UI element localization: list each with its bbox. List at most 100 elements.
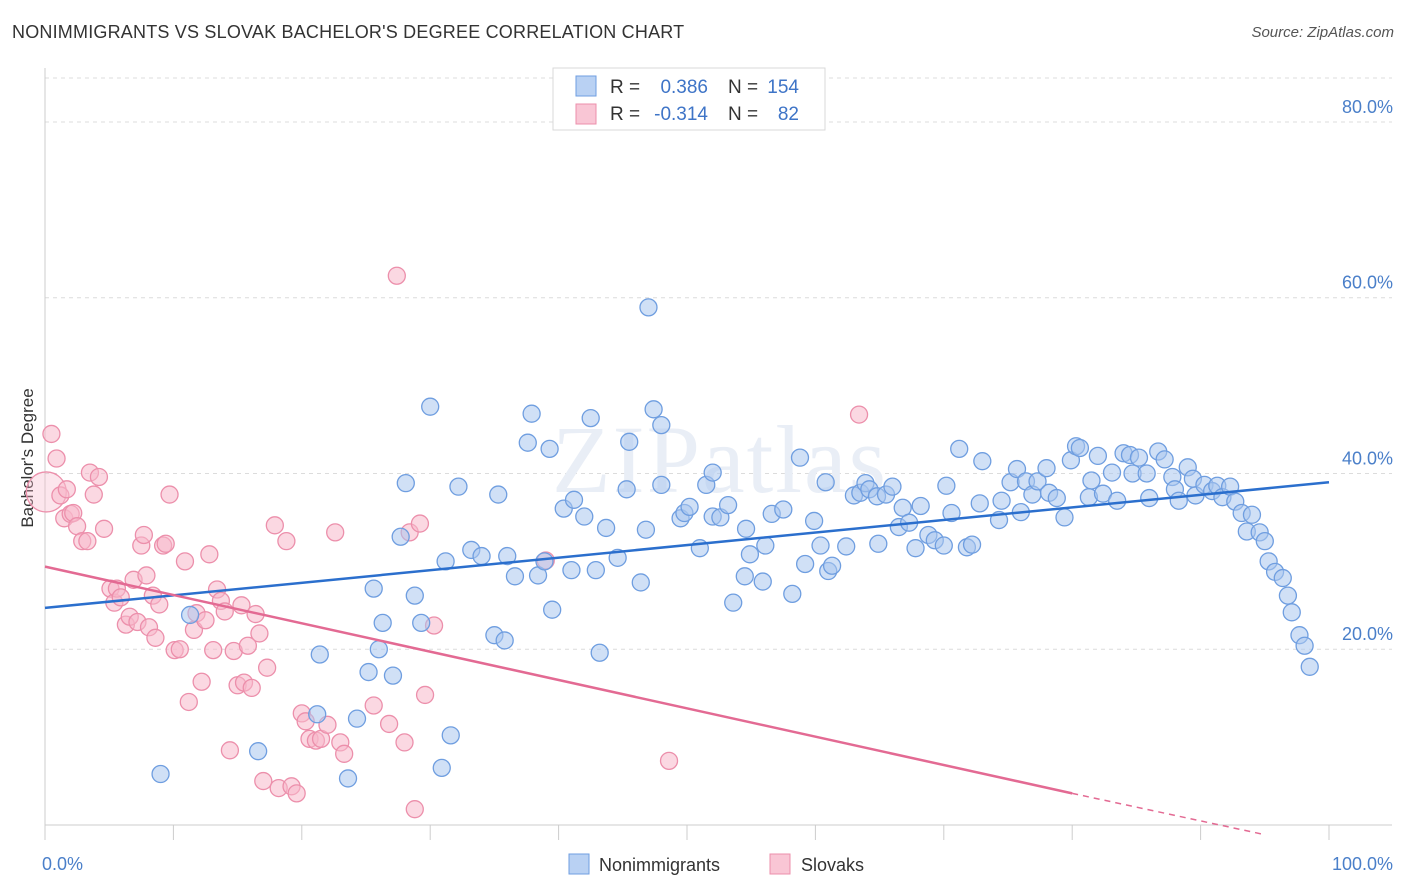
slovaks-point [364,696,383,715]
nonimmigrants-point [617,480,636,499]
slovaks-point [179,692,198,712]
slovaks-trend-extension [1072,792,1265,836]
nonimmigrants-point [636,520,656,539]
nonimmigrants-point [1037,459,1056,478]
nonimmigrants-point [383,666,403,685]
nonimmigrants-point [489,485,508,504]
slovaks-point [335,744,354,763]
legend-r-label-nonimmigrants: R = [610,77,640,98]
nonimmigrants-point [248,742,268,761]
nonimmigrants-point [359,662,378,682]
legend-swatch-nonimmigrants [575,75,597,97]
nonimmigrants-point [652,475,671,495]
nonimmigrants-trend-line [44,481,1330,610]
slovaks-point [277,531,296,551]
nonimmigrants-point [1295,636,1314,655]
slovaks-point [395,733,414,752]
slovaks-point [84,485,103,504]
y-tick-label: 20.0% [1342,624,1393,644]
nonimmigrants-point [680,497,699,517]
nonimmigrants-point [735,567,754,586]
nonimmigrants-point [564,490,584,509]
slovaks-point [156,534,175,553]
nonimmigrants-point [1070,438,1090,458]
slovaks-point [849,405,869,424]
nonimmigrants-point [596,518,616,538]
nonimmigrants-point [608,548,627,567]
slovaks-point [47,449,66,468]
slovaks-point [220,741,240,760]
nonimmigrants-point [718,495,738,515]
nonimmigrants-point [1155,450,1174,469]
legend-r-label-slovaks: R = [610,104,640,125]
nonimmigrants-point [1137,464,1156,483]
slovaks-point [192,672,211,691]
nonimmigrants-point [790,448,810,467]
nonimmigrants-point [736,519,756,538]
nonimmigrants-point [911,496,930,516]
slovaks-point [204,640,223,660]
nonimmigrants-point [518,433,537,452]
nonimmigrants-point [1278,586,1298,605]
slovaks-point [387,266,406,285]
legend-r-value-nonimmigrants: 0.386 [660,77,708,98]
nonimmigrants-point [837,537,856,556]
nonimmigrants-point [822,556,842,575]
slovaks-point [242,678,261,698]
slovaks-point [379,714,399,734]
slovaks-point [238,636,258,655]
bottom-legend-label-slovaks: Slovaks [801,855,864,875]
nonimmigrants-point [498,546,517,566]
nonimmigrants-point [740,545,760,564]
slovaks-point [57,480,76,499]
slovaks-point [257,658,277,677]
nonimmigrants-point [992,491,1011,510]
nonimmigrants-point [441,726,460,745]
bottom-legend: Nonimmigrants Slovaks [568,853,864,875]
nonimmigrants-point [1273,568,1292,588]
nonimmigrants-point [631,573,650,592]
slovaks-point [254,771,273,791]
chart-title: NONIMMIGRANTS VS SLOVAK BACHELOR'S DEGRE… [12,22,685,42]
nonimmigrants-point [586,560,605,580]
slovaks-point [196,611,215,630]
slovaks-point [146,628,165,647]
y-tick-label: 40.0% [1342,448,1393,468]
nonimmigrants-point [310,645,329,664]
y-tick-label: 60.0% [1342,273,1393,293]
nonimmigrants-point [347,709,367,728]
nonimmigrants-point [495,631,514,650]
nonimmigrants-point [1102,463,1122,482]
nonimmigrants-point [505,567,525,586]
nonimmigrants-point [449,477,468,496]
nonimmigrants-point [652,415,671,435]
nonimmigrants-point [1107,491,1127,510]
nonimmigrants-point [421,397,440,416]
stats-legend: R = 0.386 N = 154 R = -0.314 N = 82 [552,67,826,131]
nonimmigrants-point [1055,508,1074,527]
source-credit: Source: ZipAtlas.com [1251,24,1394,41]
nonimmigrants-point [804,511,824,531]
slovaks-point [250,624,269,643]
slovaks-trend-line [44,565,1073,795]
y-axis-title: Bachelor's Degree [18,388,37,527]
bottom-legend-swatch-nonimmigrants [568,853,590,875]
legend-swatch-slovaks [575,103,597,125]
slovaks-point [265,516,284,535]
bottom-legend-label-nonimmigrants: Nonimmigrants [599,855,720,875]
watermark: ZIPatlas [552,406,888,513]
nonimmigrants-point [432,758,451,778]
nonimmigrants-point [774,500,793,519]
legend-n-label-nonimmigrants: N = [728,77,758,98]
slovaks-point [137,566,156,585]
nonimmigrants-point [1169,491,1188,510]
nonimmigrants-point [396,473,415,493]
nonimmigrants-point [724,593,743,612]
nonimmigrants-point [1028,472,1047,491]
legend-n-value-nonimmigrants: 154 [767,77,799,98]
nonimmigrants-point [811,536,830,555]
slovaks-point [410,514,430,533]
nonimmigrants-point [590,643,609,662]
slovaks-point [405,800,424,819]
nonimmigrants-point [906,539,925,558]
